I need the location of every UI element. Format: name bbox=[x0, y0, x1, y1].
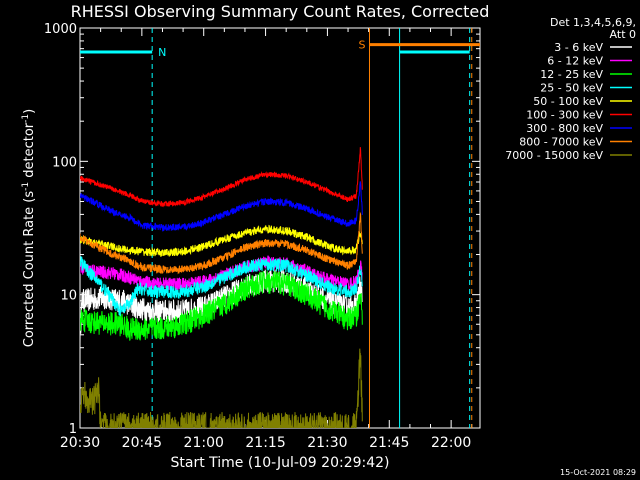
chart-title: RHESSI Observing Summary Count Rates, Co… bbox=[71, 2, 490, 21]
data-layer bbox=[80, 28, 480, 428]
legend-entry-label: 50 - 100 keV bbox=[533, 95, 603, 108]
y-tick-label: 10 bbox=[60, 289, 77, 304]
x-tick-label: 21:00 bbox=[184, 435, 224, 451]
legend-entry-label: 7000 - 15000 keV bbox=[505, 149, 603, 162]
y-tick-label: 100 bbox=[52, 155, 77, 170]
legend-entry-label: 800 - 7000 keV bbox=[519, 136, 603, 149]
x-tick-label: 21:15 bbox=[245, 435, 285, 451]
legend-header: Det 1,3,4,5,6,9, bbox=[550, 16, 636, 29]
legend-entry-label: 100 - 300 keV bbox=[526, 109, 603, 122]
legend-entry-label: 3 - 6 keV bbox=[554, 41, 603, 54]
series-line-5 bbox=[80, 147, 363, 208]
series-line-7 bbox=[80, 211, 363, 275]
night-label: N bbox=[158, 46, 166, 59]
series-line-6 bbox=[80, 181, 363, 232]
series-line-8 bbox=[80, 348, 363, 428]
x-tick-label: 21:30 bbox=[307, 435, 347, 451]
legend-entry-label: 300 - 800 keV bbox=[526, 122, 603, 135]
footer-date: 15-Oct-2021 08:29 bbox=[560, 468, 636, 477]
series-line-4 bbox=[80, 224, 363, 257]
legend-entry-label: 6 - 12 keV bbox=[547, 55, 603, 68]
legend-entry-label: 25 - 50 keV bbox=[540, 82, 603, 95]
series-line-1 bbox=[80, 255, 363, 291]
saa-label: S bbox=[358, 39, 365, 52]
x-tick-label: 22:00 bbox=[431, 435, 471, 451]
x-tick-label: 20:30 bbox=[60, 435, 100, 451]
x-axis-label: Start Time (10-Jul-09 20:29:42) bbox=[170, 455, 389, 471]
legend-entry-label: 12 - 25 keV bbox=[540, 68, 603, 81]
x-tick-label: 21:45 bbox=[369, 435, 409, 451]
x-tick-label: 20:45 bbox=[122, 435, 162, 451]
y-tick-label: 1000 bbox=[44, 22, 77, 37]
series-line-3 bbox=[80, 256, 363, 317]
series-line-2 bbox=[80, 270, 363, 341]
y-axis-label: Corrected Count Rate (s-1 detector-1) bbox=[21, 109, 37, 347]
legend-header: Att 0 bbox=[610, 28, 636, 41]
plot-area: 1 10 100 1000 20:30 20:45 21:00 21:15 21:30 21:45… bbox=[44, 22, 481, 451]
y-tick-label: 1 bbox=[69, 422, 77, 437]
